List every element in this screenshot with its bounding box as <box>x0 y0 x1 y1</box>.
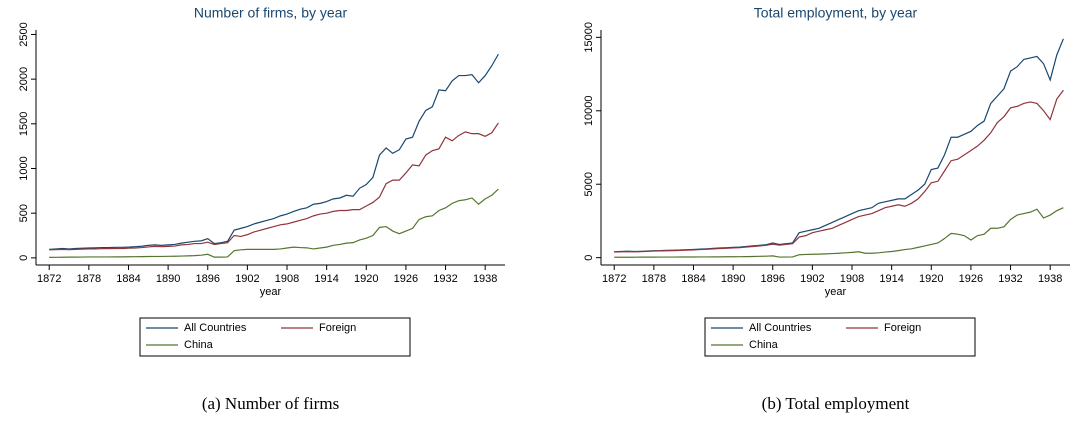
x-tick-label: 1890 <box>721 273 745 285</box>
y-tick-label: 2000 <box>18 67 30 91</box>
x-tick-label: 1878 <box>77 273 101 285</box>
x-tick-label: 1938 <box>1038 273 1062 285</box>
y-tick-label: 10000 <box>583 95 595 126</box>
x-axis-label: year <box>260 286 282 298</box>
y-tick-label: 15000 <box>583 22 595 53</box>
legend-label: Foreign <box>319 322 356 334</box>
series-line <box>49 122 499 251</box>
x-tick-label: 1926 <box>959 273 983 285</box>
x-tick-label: 1920 <box>919 273 943 285</box>
x-tick-label: 1884 <box>681 273 705 285</box>
chart: Total employment, by year 0 5000 10000 15000… <box>583 5 1070 413</box>
x-tick-label: 1914 <box>314 273 338 285</box>
y-tick-label: 1500 <box>18 112 30 136</box>
x-axis-label: year <box>825 286 847 298</box>
x-tick-label: 1896 <box>761 273 785 285</box>
x-tick-label: 1926 <box>394 273 418 285</box>
x-tick-label: 1932 <box>998 273 1022 285</box>
x-tick-label: 1878 <box>642 273 666 285</box>
series-line <box>49 53 499 250</box>
chart: Number of firms, by year 0 500 1000 1500 2000… <box>18 5 505 413</box>
x-tick-label: 1884 <box>116 273 140 285</box>
x-tick-label: 1938 <box>473 273 497 285</box>
y-tick-label: 500 <box>18 204 30 222</box>
x-tick-label: 1872 <box>602 273 626 285</box>
x-tick-label: 1896 <box>196 273 220 285</box>
x-tick-label: 1920 <box>354 273 378 285</box>
y-tick-label: 0 <box>18 255 30 261</box>
series-line <box>614 89 1064 253</box>
legend-label: China <box>184 339 214 351</box>
y-tick-label: 5000 <box>583 172 595 196</box>
legend-label: All Countries <box>749 322 812 334</box>
legend-label: China <box>749 339 779 351</box>
caption: (a) Number of firms <box>202 394 339 413</box>
x-tick-label: 1890 <box>156 273 180 285</box>
chart-title: Total employment, by year <box>754 5 918 21</box>
caption: (b) Total employment <box>762 394 910 413</box>
legend-box <box>139 317 411 357</box>
x-tick-label: 1902 <box>800 273 824 285</box>
legend-box <box>704 317 976 357</box>
series-line <box>49 188 499 258</box>
x-tick-label: 1908 <box>840 273 864 285</box>
x-tick-label: 1932 <box>433 273 457 285</box>
legend-label: Foreign <box>884 322 921 334</box>
series-line <box>614 38 1064 253</box>
chart-title: Number of firms, by year <box>194 5 348 21</box>
x-tick-label: 1902 <box>235 273 259 285</box>
y-tick-label: 0 <box>583 255 595 261</box>
series-line <box>614 207 1064 258</box>
legend-label: All Countries <box>184 322 247 334</box>
x-tick-label: 1872 <box>37 273 61 285</box>
x-tick-label: 1908 <box>275 273 299 285</box>
y-tick-label: 1000 <box>18 156 30 180</box>
x-tick-label: 1914 <box>879 273 903 285</box>
y-tick-label: 2500 <box>18 22 30 46</box>
